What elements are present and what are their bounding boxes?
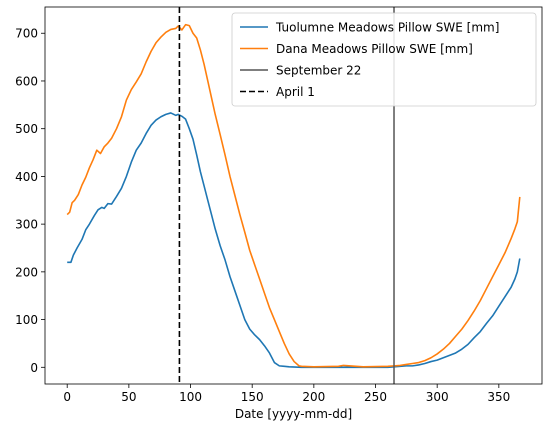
- y-tick-label: 300: [15, 218, 38, 232]
- y-tick-label: 700: [15, 27, 38, 41]
- legend-box: [231, 12, 537, 107]
- x-tick-label: 150: [241, 390, 264, 404]
- series-line-1: [67, 112, 521, 369]
- y-tick-label: 0: [30, 361, 38, 375]
- legend-label: Dana Meadows Pillow SWE [mm]: [276, 42, 473, 56]
- y-tick-label: 400: [15, 170, 38, 184]
- legend-label: Tuolumne Meadows Pillow SWE [mm]: [275, 21, 499, 35]
- axes-frame: [44, 6, 543, 385]
- y-tick-label: 100: [15, 313, 38, 327]
- x-tick-label: 250: [364, 390, 387, 404]
- ticks-layer: 0 50 100 150 200 250 300 350 0 100 200 300 400 500 600…: [15, 27, 510, 404]
- legend-label: September 22: [276, 64, 361, 78]
- legend-label: April 1: [276, 85, 315, 99]
- x-tick-label: 350: [487, 390, 510, 404]
- y-tick-label: 600: [15, 74, 38, 88]
- x-tick-label: 300: [426, 390, 449, 404]
- x-axis-label: Date [yyyy-mm-dd]: [235, 407, 352, 421]
- y-tick-label: 200: [15, 265, 38, 279]
- x-tick-label: 100: [179, 390, 202, 404]
- legend: Tuolumne Meadows Pillow SWE [mm] Dana Mea…: [231, 12, 537, 107]
- x-tick-label: 0: [63, 390, 71, 404]
- x-tick-label: 200: [302, 390, 325, 404]
- x-tick-label: 50: [121, 390, 136, 404]
- series-line-2: [66, 23, 521, 368]
- y-tick-label: 500: [15, 122, 38, 136]
